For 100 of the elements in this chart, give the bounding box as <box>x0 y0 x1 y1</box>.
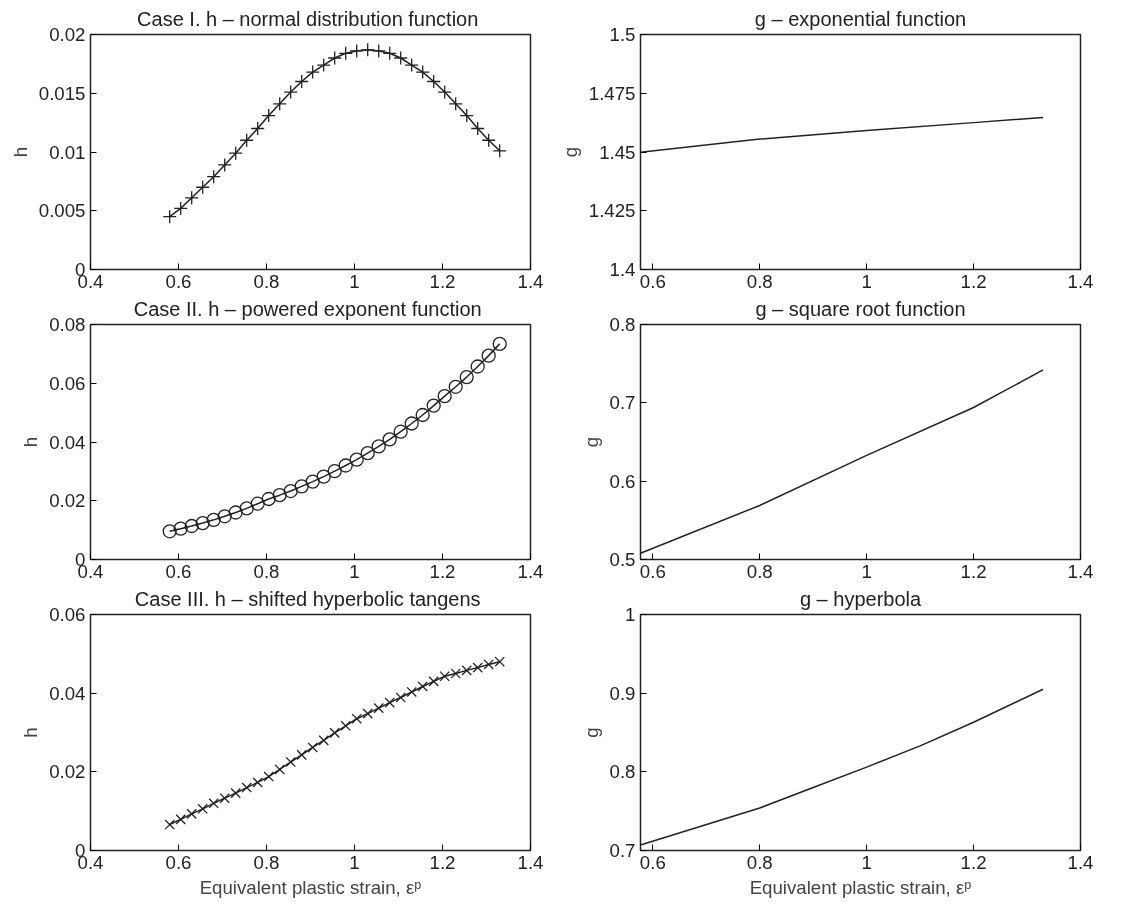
x-tick-label: 0.8 <box>253 560 280 582</box>
y-tick-label: 0.02 <box>49 761 86 783</box>
point <box>351 713 362 724</box>
x-tick-label: 1 <box>861 851 872 873</box>
y-tick-label: 0.8 <box>609 314 636 335</box>
line-series <box>640 688 1044 846</box>
y-tick-label: 0.06 <box>49 372 86 394</box>
y-tick-label: 0.9 <box>609 682 636 704</box>
x-tick-label: 1.4 <box>1067 270 1094 292</box>
x-tick-label: 0.6 <box>639 851 666 873</box>
point <box>175 814 186 825</box>
point <box>360 446 375 461</box>
point <box>294 74 309 89</box>
x-axis-title: Equivalent plastic strain, εᵖ <box>749 876 972 898</box>
y-tick-label: 0.015 <box>38 82 86 104</box>
x-tick-label: 1 <box>861 560 872 582</box>
point <box>173 521 188 536</box>
y-tick-label: 0.7 <box>609 840 636 861</box>
point <box>470 121 485 136</box>
point <box>217 509 232 524</box>
point <box>219 792 230 804</box>
point <box>481 133 496 148</box>
point <box>162 209 177 224</box>
point <box>239 501 254 516</box>
point <box>437 389 452 404</box>
y-axis-title: g <box>559 146 581 158</box>
x-tick-label: 1.2 <box>429 851 456 873</box>
point <box>437 84 452 100</box>
point <box>404 416 419 431</box>
point <box>459 369 474 385</box>
y-tick-label: 0.5 <box>609 549 636 570</box>
point <box>481 348 496 363</box>
y-tick-label: 0.01 <box>49 141 86 163</box>
point <box>384 697 395 708</box>
point <box>294 479 309 494</box>
point <box>186 808 197 820</box>
y-tick-label: 1.475 <box>588 82 636 104</box>
chart-title: g – hyperbola <box>799 587 922 610</box>
y-tick-label: 0.08 <box>49 314 86 335</box>
x-tick-label: 1 <box>349 560 360 582</box>
x-axis-title: Equivalent plastic strain, εᵖ <box>199 876 422 898</box>
point <box>349 452 364 467</box>
point <box>195 515 210 531</box>
point <box>417 681 428 692</box>
y-tick-label: 0.8 <box>609 761 636 783</box>
point <box>492 336 507 352</box>
x-tick-label: 1.2 <box>960 851 987 873</box>
chart-title: Case III. h – shifted hyperbolic tangens <box>134 587 481 610</box>
y-axis-title: g <box>580 436 602 448</box>
x-tick-label: 0.6 <box>639 560 666 582</box>
point <box>283 483 298 499</box>
chart-title: g – square root function <box>755 297 966 320</box>
x-tick-label: 1.2 <box>960 270 987 292</box>
point <box>393 424 408 439</box>
point <box>316 469 331 484</box>
x-tick-label: 1.4 <box>1067 851 1094 873</box>
point <box>296 749 307 761</box>
chart-title: g – exponential function <box>754 7 967 30</box>
x-tick-label: 1.4 <box>1067 560 1094 582</box>
point <box>162 524 177 539</box>
point <box>329 727 340 739</box>
x-tick-label: 1.2 <box>429 270 456 292</box>
x-tick-label: 1.4 <box>517 851 544 873</box>
x-tick-label: 0.6 <box>639 270 666 292</box>
y-axis-title: g <box>580 727 602 738</box>
point <box>426 398 441 413</box>
y-tick-label: 1.425 <box>588 200 636 222</box>
x-tick-label: 0.8 <box>253 851 280 873</box>
x-tick-label: 0.8 <box>746 560 773 582</box>
point <box>382 432 397 447</box>
y-tick-label: 0.7 <box>609 392 636 414</box>
point <box>197 803 208 815</box>
point <box>327 463 342 479</box>
point <box>395 692 406 703</box>
point <box>263 771 274 782</box>
point <box>250 496 265 511</box>
y-tick-label: 0.04 <box>49 431 86 453</box>
y-tick-label: 1.45 <box>599 141 636 163</box>
point <box>241 782 252 793</box>
point <box>184 190 199 205</box>
point <box>318 735 329 746</box>
point <box>274 764 285 775</box>
point <box>250 121 265 136</box>
x-tick-label: 0.8 <box>746 851 773 873</box>
y-tick-label: 1 <box>625 604 636 625</box>
x-tick-label: 1.4 <box>517 270 544 292</box>
y-tick-label: 0.6 <box>609 470 636 492</box>
point <box>338 458 353 473</box>
y-axis-title: h <box>20 436 42 448</box>
point <box>272 488 287 503</box>
point <box>285 756 296 768</box>
x-tick-label: 1 <box>861 270 872 292</box>
point <box>261 491 276 507</box>
point <box>307 742 318 753</box>
x-tick-label: 0.6 <box>165 560 192 582</box>
x-tick-label: 1.2 <box>429 560 456 582</box>
chart-title: Case I. h – normal distribution function <box>137 7 479 30</box>
x-tick-label: 0.6 <box>165 270 192 292</box>
y-axis-title: h <box>9 146 31 158</box>
point <box>228 505 243 520</box>
